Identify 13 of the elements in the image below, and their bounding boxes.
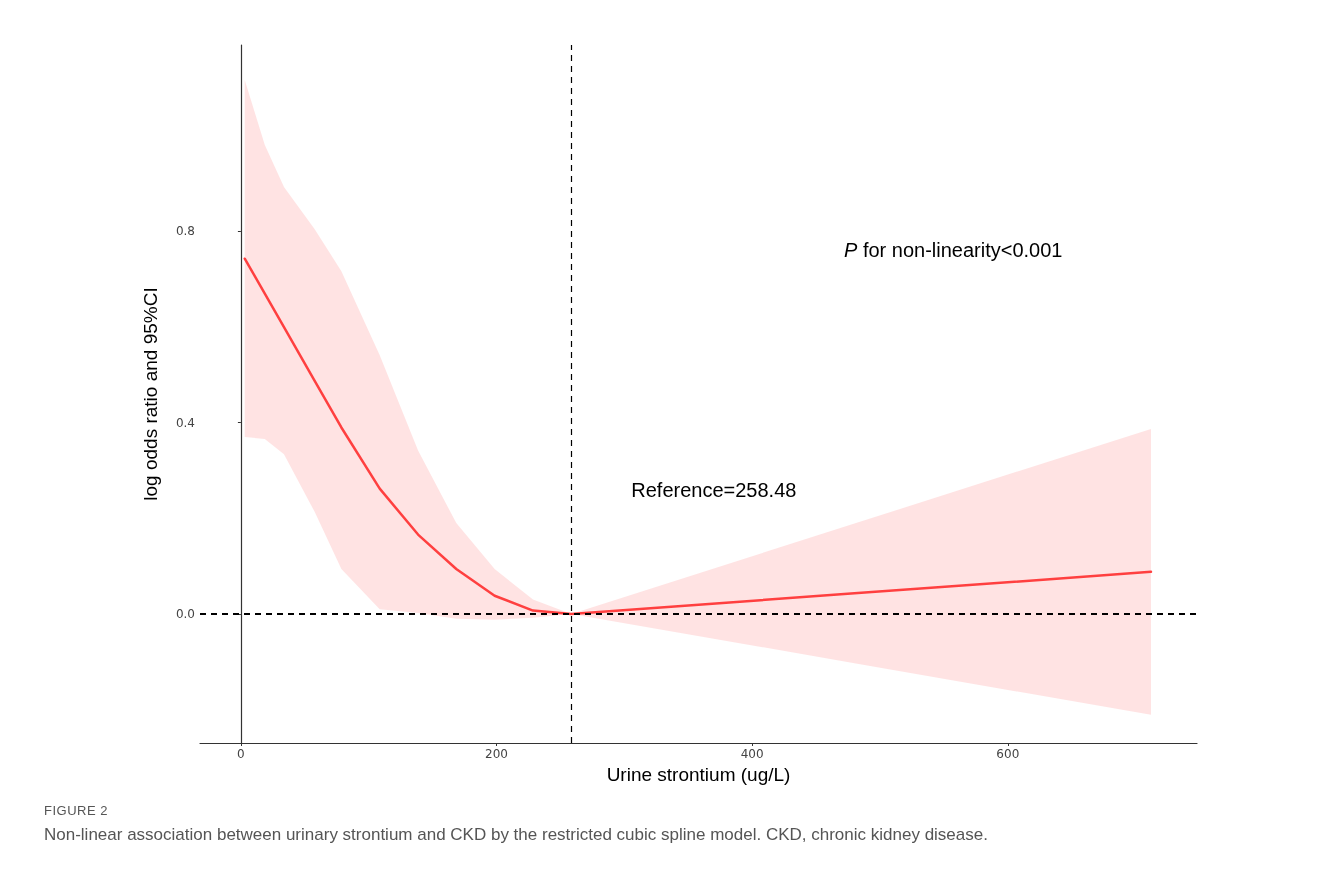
y-axis-title: log odds ratio and 95%CI [140,287,161,501]
y-tick-label: 0.4 [175,415,195,430]
caption: FIGURE 2 [44,803,108,818]
annotation: P for non-linearity<0.001 [844,239,1063,261]
x-tick-label: 0 [237,747,245,761]
x-tick-label: 200 [485,747,508,761]
x-tick-label: 400 [740,747,764,761]
annotation: Reference=258.48 [631,478,797,501]
y-tick-label: 0.0 [175,606,195,621]
y-tick-label: 0.8 [175,224,195,239]
x-tick-label: 600 [996,747,1020,761]
text: Non-linear association between urinary strontium and CKD by the restricted cubic spline model. CKD, chronic kidney disease. [44,825,988,845]
x-axis-title: Urine strontium (ug/L) [606,763,791,785]
